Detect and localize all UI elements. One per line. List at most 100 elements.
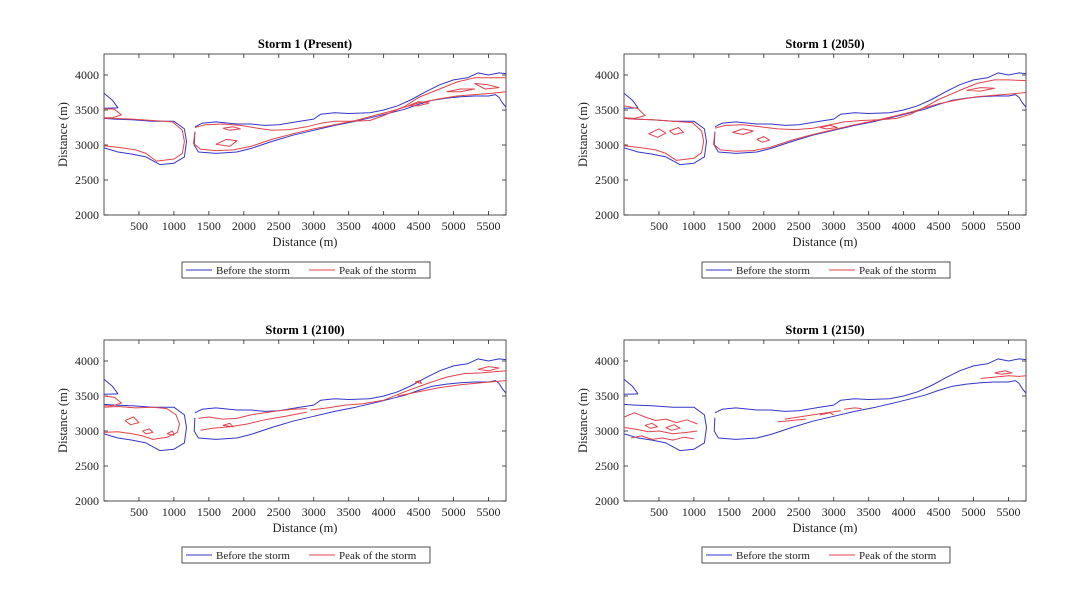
x-tick-label: 5000	[962, 219, 986, 233]
peak-storm-contour	[713, 92, 1026, 152]
peak-storm-contour	[124, 416, 140, 426]
peak-storm-contour	[198, 408, 307, 420]
peak-storm-contour	[819, 412, 834, 416]
peak-storm-contour	[397, 380, 506, 397]
x-tick-label: 500	[650, 219, 668, 233]
contour-lines	[104, 358, 506, 452]
peak-storm-contour	[624, 412, 698, 425]
plot-area	[103, 53, 507, 216]
peak-storm-contour	[104, 406, 180, 440]
plot-area	[623, 53, 1027, 216]
y-tick-label: 4000	[75, 354, 99, 368]
series-before-storm	[624, 358, 1026, 452]
x-tick-label: 2000	[752, 505, 776, 519]
peak-storm-contour	[477, 366, 500, 372]
x-tick-label: 4500	[407, 219, 431, 233]
y-tick-label: 2500	[595, 459, 619, 473]
subplot-2100: Storm 1 (2100) 500 1000 1500 2000 2500 3000 350…	[56, 323, 507, 564]
y-tick-label: 2000	[595, 208, 619, 222]
contour-lines	[624, 358, 1026, 452]
peak-storm-contour	[777, 418, 806, 423]
peak-storm-contour	[994, 370, 1013, 375]
x-tick-label: 4500	[927, 219, 951, 233]
peak-storm-contour	[407, 101, 430, 107]
x-tick-label: 3500	[857, 219, 881, 233]
plot-area	[623, 339, 1027, 502]
peak-storm-contour	[194, 77, 506, 131]
before-storm-contour	[194, 358, 506, 414]
y-tick-label: 2000	[75, 208, 99, 222]
peak-storm-contour	[446, 88, 475, 93]
before-storm-contour	[624, 378, 639, 395]
peak-storm-contour	[215, 138, 238, 147]
before-storm-contour	[104, 117, 187, 166]
peak-storm-contour	[966, 87, 995, 92]
x-tick-label: 5500	[477, 505, 501, 519]
y-tick-label: 2500	[595, 173, 619, 187]
x-axis-label: Distance (m)	[273, 521, 338, 535]
y-tick-label: 3500	[595, 103, 619, 117]
peak-storm-contour	[193, 91, 506, 152]
peak-storm-contour	[648, 128, 667, 138]
y-tick-label: 3000	[75, 424, 99, 438]
legend-box	[181, 546, 431, 564]
x-tick-label: 3500	[857, 505, 881, 519]
peak-storm-contour	[104, 108, 122, 119]
y-tick-label: 2500	[75, 173, 99, 187]
y-tick-label: 3500	[595, 389, 619, 403]
y-axis-label: Distance (m)	[56, 388, 70, 453]
x-tick-label: 3000	[302, 505, 326, 519]
x-tick-label: 1000	[682, 505, 706, 519]
peak-storm-contour	[844, 407, 862, 410]
x-tick-label: 5500	[997, 219, 1021, 233]
x-tick-label: 5500	[477, 219, 501, 233]
series-peak-storm	[104, 77, 506, 162]
chart-title: Storm 1 (2050)	[785, 37, 864, 51]
peak-storm-contour	[624, 427, 698, 435]
x-tick-label: 500	[130, 219, 148, 233]
series-peak-storm	[624, 370, 1026, 441]
x-tick-label: 4000	[372, 505, 396, 519]
y-axis-label: Distance (m)	[576, 102, 590, 167]
subplot-2050: Storm 1 (2050) 500 1000 1500 2000 2500 3000 350…	[576, 37, 1027, 279]
contour-lines	[104, 72, 506, 166]
legend-label-before: Before the storm	[216, 550, 290, 562]
x-tick-label: 500	[130, 505, 148, 519]
legend-box	[701, 546, 951, 564]
y-tick-label: 3000	[75, 138, 99, 152]
x-tick-label: 3000	[302, 219, 326, 233]
before-storm-contour	[624, 403, 707, 452]
legend-box	[701, 261, 951, 279]
peak-storm-contour	[714, 79, 1026, 131]
x-tick-label: 3000	[822, 219, 846, 233]
y-axis-label: Distance (m)	[56, 102, 70, 167]
peak-storm-contour	[222, 126, 241, 131]
y-tick-label: 2000	[595, 494, 619, 508]
peak-storm-contour	[104, 117, 185, 162]
legend: Before the storm Peak of the storm	[181, 546, 431, 564]
x-tick-label: 5000	[442, 505, 466, 519]
x-axis-label: Distance (m)	[273, 235, 338, 249]
y-tick-label: 2000	[75, 494, 99, 508]
y-tick-label: 3000	[595, 424, 619, 438]
y-tick-label: 4000	[595, 68, 619, 82]
before-storm-contour	[713, 380, 1026, 440]
peak-storm-contour	[142, 428, 154, 435]
x-tick-label: 2500	[267, 219, 291, 233]
x-tick-label: 4500	[927, 505, 951, 519]
x-tick-label: 4000	[892, 505, 916, 519]
x-tick-label: 1500	[197, 219, 221, 233]
x-tick-label: 2000	[752, 219, 776, 233]
legend: Before the storm Peak of the storm	[701, 261, 951, 279]
y-tick-label: 4000	[75, 68, 99, 82]
before-storm-contour	[714, 358, 1026, 414]
before-storm-contour	[104, 378, 119, 395]
peak-storm-contour	[222, 422, 234, 428]
x-axis-label: Distance (m)	[793, 235, 858, 249]
peak-storm-contour	[665, 424, 681, 431]
x-tick-label: 1000	[162, 219, 186, 233]
legend-label-before: Before the storm	[736, 265, 810, 277]
x-tick-label: 5500	[997, 505, 1021, 519]
x-tick-label: 4500	[407, 505, 431, 519]
